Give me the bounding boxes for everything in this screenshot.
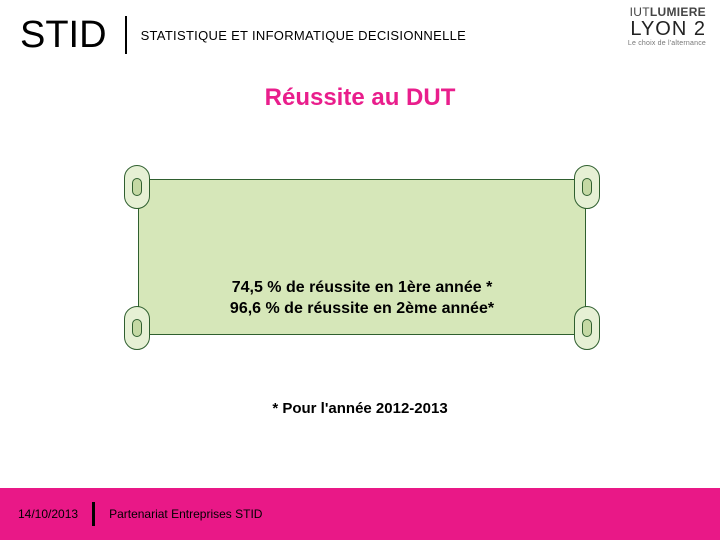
institution-logo: IUTLUMIERE LYON 2 Le choix de l'alternan… bbox=[628, 6, 706, 47]
stat-line-2: 96,6 % de réussite en 2ème année* bbox=[139, 298, 585, 320]
scroll-curl-icon bbox=[124, 306, 150, 350]
header-subtitle: STATISTIQUE ET INFORMATIQUE DECISIONNELL… bbox=[127, 28, 467, 43]
logo-line1: IUTLUMIERE bbox=[628, 6, 706, 19]
slide-title: Réussite au DUT bbox=[0, 84, 720, 112]
header: STID STATISTIQUE ET INFORMATIQUE DECISIO… bbox=[0, 0, 720, 62]
header-acronym: STID bbox=[20, 16, 127, 54]
scroll-curl-icon bbox=[574, 306, 600, 350]
scroll-curl-icon bbox=[124, 165, 150, 209]
footer-bar: 14/10/2013 Partenariat Entreprises STID bbox=[0, 488, 720, 540]
logo-iut: IUT bbox=[630, 5, 650, 19]
stat-line-1: 74,5 % de réussite en 1ère année * bbox=[139, 277, 585, 299]
footnote: * Pour l'année 2012-2013 bbox=[0, 400, 720, 417]
scroll-body: 74,5 % de réussite en 1ère année * 96,6 … bbox=[138, 179, 586, 335]
logo-lumiere: LUMIERE bbox=[650, 5, 706, 19]
scroll-banner: 74,5 % de réussite en 1ère année * 96,6 … bbox=[124, 165, 600, 350]
logo-tagline: Le choix de l'alternance bbox=[628, 40, 706, 47]
stats-block: 74,5 % de réussite en 1ère année * 96,6 … bbox=[139, 277, 585, 320]
footer-text: Partenariat Entreprises STID bbox=[95, 507, 262, 521]
scroll-curl-icon bbox=[574, 165, 600, 209]
footer-date: 14/10/2013 bbox=[18, 502, 95, 526]
logo-line2: LYON 2 bbox=[628, 19, 706, 40]
